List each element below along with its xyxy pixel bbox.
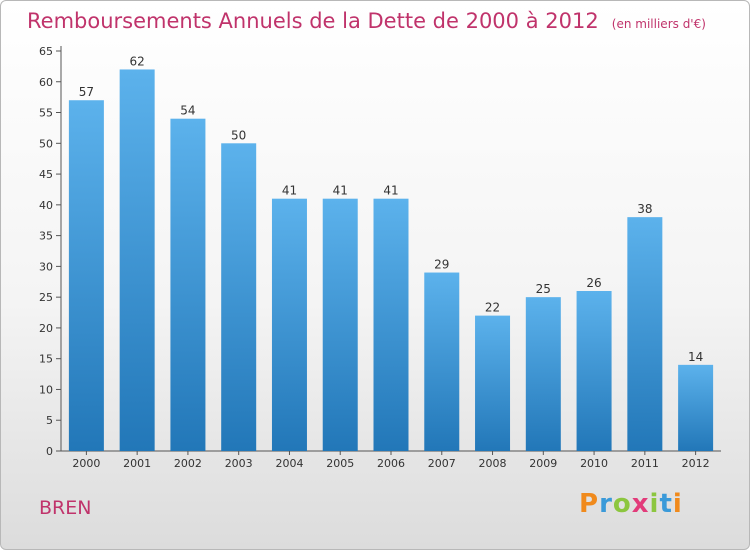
logo-letter: t <box>659 489 673 519</box>
bar <box>576 291 612 451</box>
data-label: 41 <box>333 184 348 198</box>
x-tick-label: 2005 <box>326 457 354 470</box>
y-tick-label: 40 <box>39 199 53 212</box>
x-tick-label: 2009 <box>529 457 557 470</box>
title-line: Remboursements Annuels de la Dette de 20… <box>27 9 706 33</box>
bar <box>525 297 561 451</box>
proxiti-logo: Proxiti <box>579 489 683 519</box>
logo-letter: x <box>631 489 650 519</box>
y-tick-label: 25 <box>39 291 53 304</box>
data-label: 41 <box>383 184 398 198</box>
x-tick-label: 2001 <box>123 457 151 470</box>
x-tick-label: 2011 <box>631 457 659 470</box>
data-label: 57 <box>79 85 94 99</box>
logo-letter: i <box>649 489 660 519</box>
bar <box>475 315 511 451</box>
y-tick-label: 45 <box>39 168 53 181</box>
x-tick-label: 2003 <box>225 457 253 470</box>
logo-letter: r <box>599 489 613 519</box>
bar <box>627 217 663 451</box>
place-name: BREN <box>39 497 92 519</box>
y-tick-label: 65 <box>39 45 53 58</box>
x-tick-label: 2000 <box>72 457 100 470</box>
logo-letter: P <box>579 489 600 519</box>
data-label: 29 <box>434 258 449 272</box>
y-tick-label: 55 <box>39 107 53 120</box>
x-tick-label: 2006 <box>377 457 405 470</box>
bar <box>221 143 257 452</box>
logo-letter: o <box>612 489 632 519</box>
y-tick-label: 15 <box>39 353 53 366</box>
data-label: 41 <box>282 184 297 198</box>
x-tick-label: 2012 <box>682 457 710 470</box>
data-label: 62 <box>130 54 145 68</box>
x-tick-label: 2002 <box>174 457 202 470</box>
data-label: 22 <box>485 301 500 315</box>
bar <box>424 272 460 451</box>
x-tick-label: 2008 <box>479 457 507 470</box>
data-label: 38 <box>637 202 652 216</box>
bar <box>271 198 307 451</box>
y-tick-label: 10 <box>39 383 53 396</box>
x-tick-label: 2010 <box>580 457 608 470</box>
bar <box>678 364 714 451</box>
data-label: 25 <box>536 282 551 296</box>
chart-subtitle: (en milliers d'€) <box>611 17 706 31</box>
bar <box>322 198 358 451</box>
y-tick-label: 60 <box>39 76 53 89</box>
data-label: 54 <box>180 104 195 118</box>
y-tick-label: 20 <box>39 322 53 335</box>
chart-title: Remboursements Annuels de la Dette de 20… <box>27 9 599 33</box>
x-tick-label: 2007 <box>428 457 456 470</box>
x-tick-label: 2004 <box>275 457 303 470</box>
y-tick-label: 0 <box>46 445 53 458</box>
bar <box>68 100 104 451</box>
data-label: 50 <box>231 128 246 142</box>
bar <box>373 198 409 451</box>
bar <box>170 118 206 451</box>
bar <box>119 69 155 451</box>
y-tick-label: 5 <box>46 414 53 427</box>
y-tick-label: 35 <box>39 230 53 243</box>
y-tick-label: 30 <box>39 260 53 273</box>
data-label: 14 <box>688 350 703 364</box>
logo-letter: i <box>672 489 683 519</box>
data-label: 26 <box>586 276 601 290</box>
y-tick-label: 50 <box>39 137 53 150</box>
